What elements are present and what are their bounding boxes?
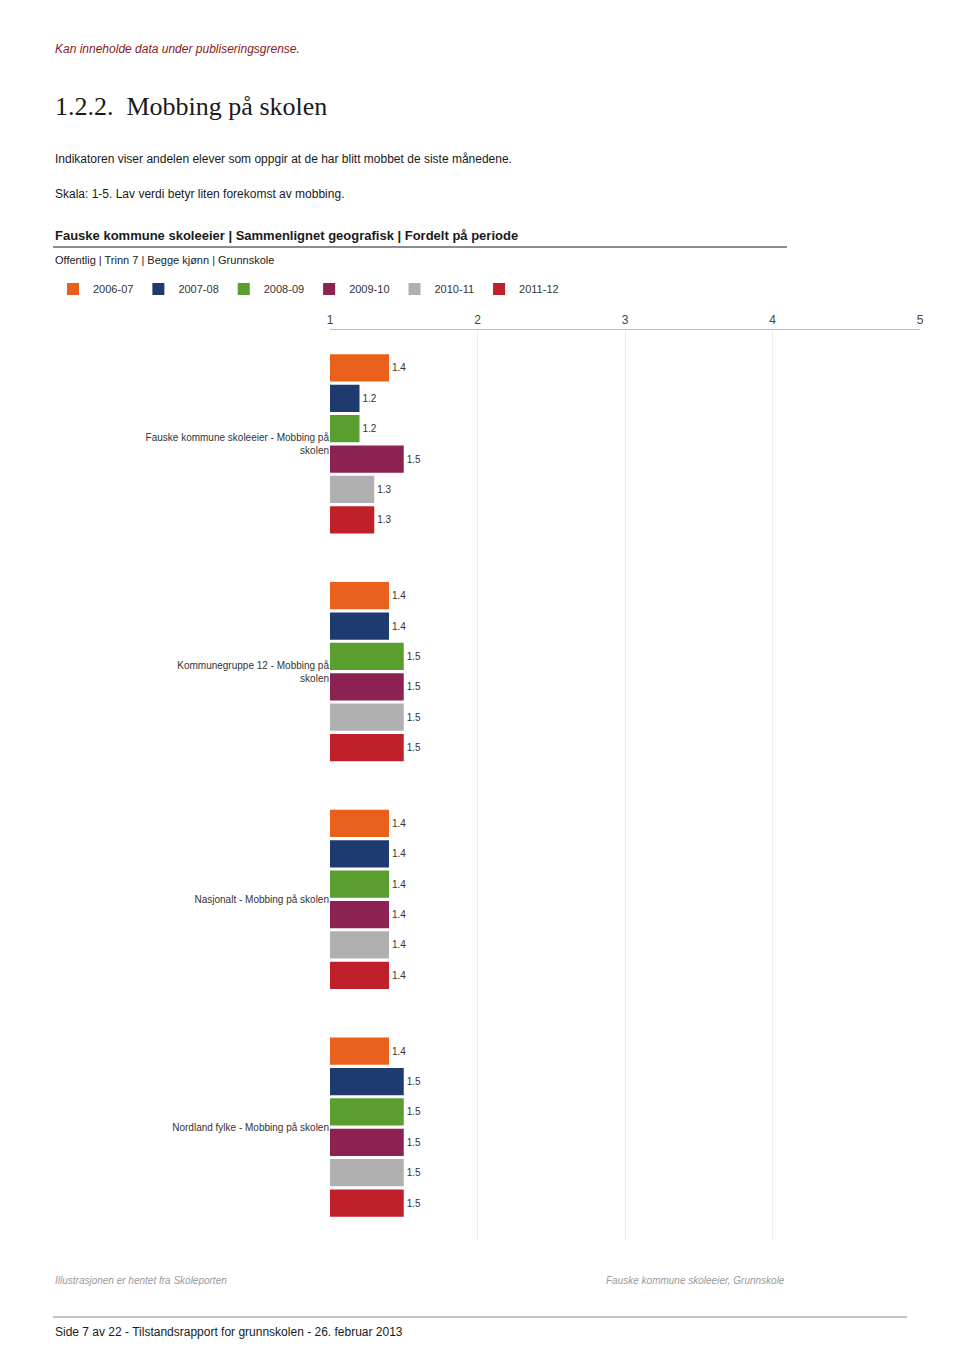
svg-text:1.4: 1.4 <box>392 909 406 920</box>
svg-text:1.2.2. Mobbing på skolen: 1.2.2. Mobbing på skolen <box>55 92 327 121</box>
svg-text:1.5: 1.5 <box>407 1167 421 1178</box>
svg-text:1.4: 1.4 <box>392 939 406 950</box>
svg-text:1.2: 1.2 <box>363 393 377 404</box>
svg-text:1.5: 1.5 <box>407 681 421 692</box>
svg-text:2007-08: 2007-08 <box>178 283 218 295</box>
svg-text:1.5: 1.5 <box>407 1198 421 1209</box>
svg-text:1.4: 1.4 <box>392 818 406 829</box>
svg-text:Skala: 1-5. Lav verdi betyr li: Skala: 1-5. Lav verdi betyr liten foreko… <box>55 187 344 201</box>
svg-text:1.4: 1.4 <box>392 970 406 981</box>
svg-text:2009-10: 2009-10 <box>349 283 389 295</box>
svg-text:1.5: 1.5 <box>407 1076 421 1087</box>
svg-text:Offentlig | Trinn 7 | Begge kj: Offentlig | Trinn 7 | Begge kjønn | Grun… <box>55 254 274 266</box>
svg-text:1.3: 1.3 <box>377 514 391 525</box>
svg-text:1: 1 <box>327 313 334 327</box>
svg-text:1.5: 1.5 <box>407 712 421 723</box>
svg-text:2010-11: 2010-11 <box>435 283 475 295</box>
svg-text:4: 4 <box>769 313 776 327</box>
svg-text:1.4: 1.4 <box>392 590 406 601</box>
svg-text:Indikatoren viser andelen elev: Indikatoren viser andelen elever som opp… <box>55 152 512 166</box>
svg-text:2: 2 <box>474 313 481 327</box>
svg-text:5: 5 <box>917 313 924 327</box>
svg-text:1.4: 1.4 <box>392 362 406 373</box>
svg-text:1.4: 1.4 <box>392 848 406 859</box>
svg-text:1.5: 1.5 <box>407 1106 421 1117</box>
svg-text:Fauske kommune skoleeier - Mob: Fauske kommune skoleeier - Mobbing påsko… <box>146 432 330 456</box>
svg-text:Nordland fylke - Mobbing på sk: Nordland fylke - Mobbing på skolen <box>172 1122 329 1133</box>
svg-text:Side 7 av 22 - Tilstandsrappor: Side 7 av 22 - Tilstandsrapport for grun… <box>55 1325 403 1339</box>
svg-text:1.3: 1.3 <box>377 484 391 495</box>
svg-text:2011-12: 2011-12 <box>519 283 559 295</box>
svg-text:1.4: 1.4 <box>392 621 406 632</box>
svg-text:Fauske kommune skoleeier, Grun: Fauske kommune skoleeier, Grunnskole <box>606 1275 785 1286</box>
svg-text:3: 3 <box>622 313 629 327</box>
svg-text:Illustrasjonen er hentet fra S: Illustrasjonen er hentet fra Skoleporten <box>55 1275 227 1286</box>
svg-text:2006-07: 2006-07 <box>93 283 133 295</box>
svg-text:1.5: 1.5 <box>407 742 421 753</box>
svg-text:1.4: 1.4 <box>392 879 406 890</box>
svg-text:Kommunegruppe 12 - Mobbing pås: Kommunegruppe 12 - Mobbing påskolen <box>177 660 329 684</box>
svg-text:Nasjonalt - Mobbing på skolen: Nasjonalt - Mobbing på skolen <box>194 894 329 905</box>
svg-text:1.5: 1.5 <box>407 1137 421 1148</box>
svg-text:1.4: 1.4 <box>392 1046 406 1057</box>
svg-text:1.5: 1.5 <box>407 651 421 662</box>
svg-text:Fauske kommune skoleeier | Sam: Fauske kommune skoleeier | Sammenlignet … <box>55 228 518 243</box>
svg-text:1.5: 1.5 <box>407 454 421 465</box>
svg-text:1.2: 1.2 <box>363 423 377 434</box>
svg-text:2008-09: 2008-09 <box>264 283 304 295</box>
svg-text:Kan inneholde data under publi: Kan inneholde data under publiseringsgre… <box>55 42 300 56</box>
